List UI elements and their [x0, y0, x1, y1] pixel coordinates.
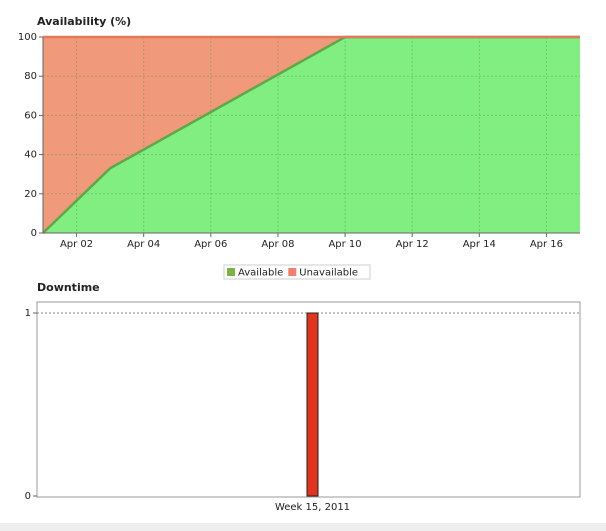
footer-bar [0, 523, 606, 531]
x-tick-label: Apr 10 [328, 239, 361, 250]
area-fill [43, 37, 580, 233]
y-tick-label: 100 [18, 32, 37, 43]
x-tick-label: Apr 06 [194, 239, 227, 250]
y-tick-label: 60 [24, 110, 37, 121]
legend-label: Unavailable [299, 268, 358, 279]
plot-frame [36, 301, 581, 498]
y-tick-label: 80 [24, 71, 37, 82]
y-tick-label: 0 [31, 228, 37, 239]
chart-title: Availability (%) [37, 15, 131, 28]
x-tick-label: Apr 12 [396, 239, 429, 250]
y-tick-label: 0 [25, 491, 31, 502]
x-tick-label: Apr 14 [463, 239, 496, 250]
x-tick-label: Apr 16 [530, 239, 563, 250]
bar [306, 312, 319, 497]
legend-swatch [288, 268, 297, 276]
chart-title: Downtime [37, 281, 100, 294]
x-tick-label: Week 15, 2011 [275, 502, 350, 513]
x-tick-label: Apr 08 [261, 239, 294, 250]
y-tick-label: 20 [24, 189, 37, 200]
x-tick-label: Apr 04 [127, 239, 160, 250]
y-tick-label: 40 [24, 150, 37, 161]
legend-swatch [227, 268, 235, 276]
legend-label: Available [238, 268, 283, 279]
x-tick-label: Apr 02 [60, 239, 93, 250]
area-fill [43, 37, 580, 233]
y-tick-label: 1 [25, 308, 31, 319]
legend-box [223, 264, 371, 280]
